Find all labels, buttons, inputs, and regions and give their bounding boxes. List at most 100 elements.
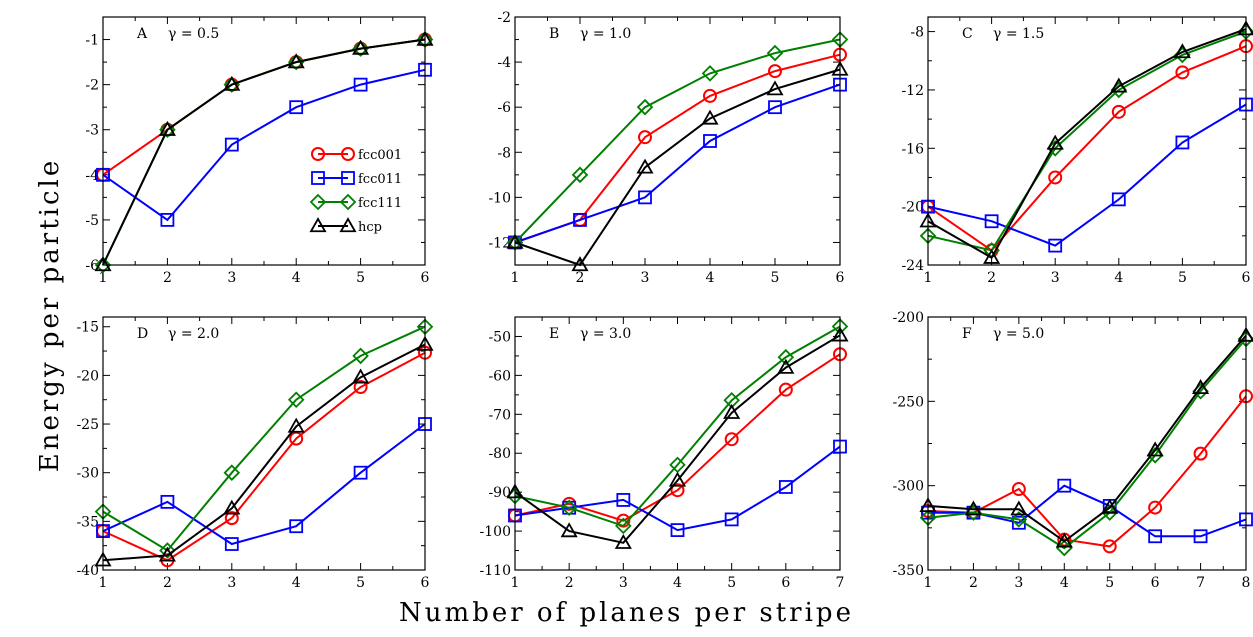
series-fcc001	[921, 39, 1253, 258]
panel-b: 1 2 3 4 5 6 -12 -10 -8 -6 -4 -2 B γ = 1.0	[488, 10, 849, 286]
series-line	[927, 334, 1247, 543]
x-tick-label: 6	[781, 575, 790, 591]
data-point	[701, 65, 719, 82]
data-point	[1193, 446, 1208, 461]
y-tick-label: -12	[488, 235, 511, 251]
data-point	[289, 431, 304, 446]
panel-gamma: γ = 5.0	[993, 326, 1044, 342]
series-line	[102, 38, 426, 266]
data-point	[287, 391, 305, 408]
data-point	[1175, 65, 1190, 80]
data-point	[289, 519, 304, 534]
series-hcp	[506, 326, 849, 549]
series-line	[102, 351, 426, 562]
data-point	[1111, 192, 1126, 207]
x-tick-label: 3	[227, 575, 236, 591]
series-fcc001	[921, 389, 1253, 554]
data-point	[777, 358, 795, 374]
y-tick-label: -16	[901, 141, 924, 157]
data-point	[984, 214, 999, 229]
data-point	[778, 382, 793, 397]
data-point	[223, 75, 241, 91]
plot-frame	[927, 316, 1247, 571]
x-tick-label: 6	[836, 270, 845, 286]
series-line	[514, 334, 841, 544]
x-tick-label: 1	[511, 270, 520, 286]
data-point	[352, 39, 370, 55]
x-tick-label: 4	[706, 270, 715, 286]
data-point	[158, 546, 176, 562]
data-point	[223, 464, 241, 481]
data-point	[1102, 539, 1117, 554]
legend-label: fcc001	[358, 148, 402, 163]
y-tick-label: -8	[497, 145, 511, 161]
x-tick-label: 5	[356, 270, 365, 286]
data-point	[1101, 498, 1119, 514]
panel-label: B	[549, 26, 559, 42]
series-fcc011	[921, 478, 1253, 544]
plot-frame	[514, 16, 841, 266]
x-tick-label: 3	[1014, 575, 1023, 591]
data-point	[289, 100, 304, 115]
x-tick-label: 5	[356, 575, 365, 591]
data-point	[223, 499, 241, 515]
data-point	[287, 417, 305, 433]
plot-frame	[514, 316, 841, 571]
series-line	[514, 83, 841, 244]
series-fcc111	[919, 330, 1253, 557]
y-tick-label: -30	[76, 466, 99, 482]
data-point	[160, 213, 175, 227]
data-point	[1175, 135, 1190, 150]
series-line	[102, 423, 426, 546]
legend-marker	[339, 193, 357, 211]
data-point	[1055, 532, 1073, 548]
y-tick-label: -200	[893, 310, 924, 326]
x-tick-label: 4	[1114, 270, 1123, 286]
panel-label: E	[549, 326, 559, 342]
y-tick-label: -10	[488, 190, 511, 206]
data-point	[1173, 43, 1191, 59]
series-fcc011	[508, 439, 847, 538]
data-point	[94, 256, 112, 274]
y-tick-label: -25	[76, 417, 99, 433]
y-tick-label: -4	[85, 168, 99, 184]
y-tick-label: -6	[497, 100, 511, 116]
x-tick-label: 3	[641, 270, 650, 286]
panel-label: C	[962, 26, 973, 42]
x-tick-label: 7	[1196, 575, 1205, 591]
y-tick-label: -12	[901, 83, 924, 99]
series-line	[514, 38, 841, 244]
data-point	[573, 213, 587, 227]
x-tick-label: 2	[969, 575, 978, 591]
panel-label: D	[137, 326, 148, 342]
legend-marker	[341, 147, 355, 161]
panel-f: 1 2 3 4 5 6 7 8 -350 -300 -250 -200 F γ = 5.0	[893, 310, 1253, 591]
x-tick-label: 6	[421, 270, 430, 286]
series-fcc011	[96, 417, 432, 551]
y-tick-label: -100	[480, 524, 511, 540]
y-tick-label: -80	[488, 446, 511, 462]
data-point	[636, 98, 654, 116]
y-tick-label: -15	[76, 320, 99, 336]
series-line	[927, 30, 1247, 252]
series-fcc111	[94, 318, 434, 559]
panel-gamma: γ = 1.5	[993, 26, 1044, 42]
data-point	[768, 64, 782, 79]
data-point	[1110, 77, 1128, 93]
data-point	[1010, 511, 1028, 528]
x-tick-label: 6	[1242, 270, 1251, 286]
plot-frame	[102, 16, 426, 266]
data-point	[615, 517, 632, 535]
x-tick-label: 2	[565, 575, 574, 591]
plot-frame	[927, 16, 1247, 266]
data-point	[224, 511, 239, 526]
panel-gamma: γ = 3.0	[580, 326, 631, 342]
data-point	[1048, 170, 1063, 185]
series-hcp	[919, 20, 1253, 264]
data-point	[1192, 379, 1210, 394]
series-line	[514, 353, 841, 522]
y-tick-label: -4	[497, 55, 511, 71]
y-tick-label: -350	[893, 563, 924, 579]
